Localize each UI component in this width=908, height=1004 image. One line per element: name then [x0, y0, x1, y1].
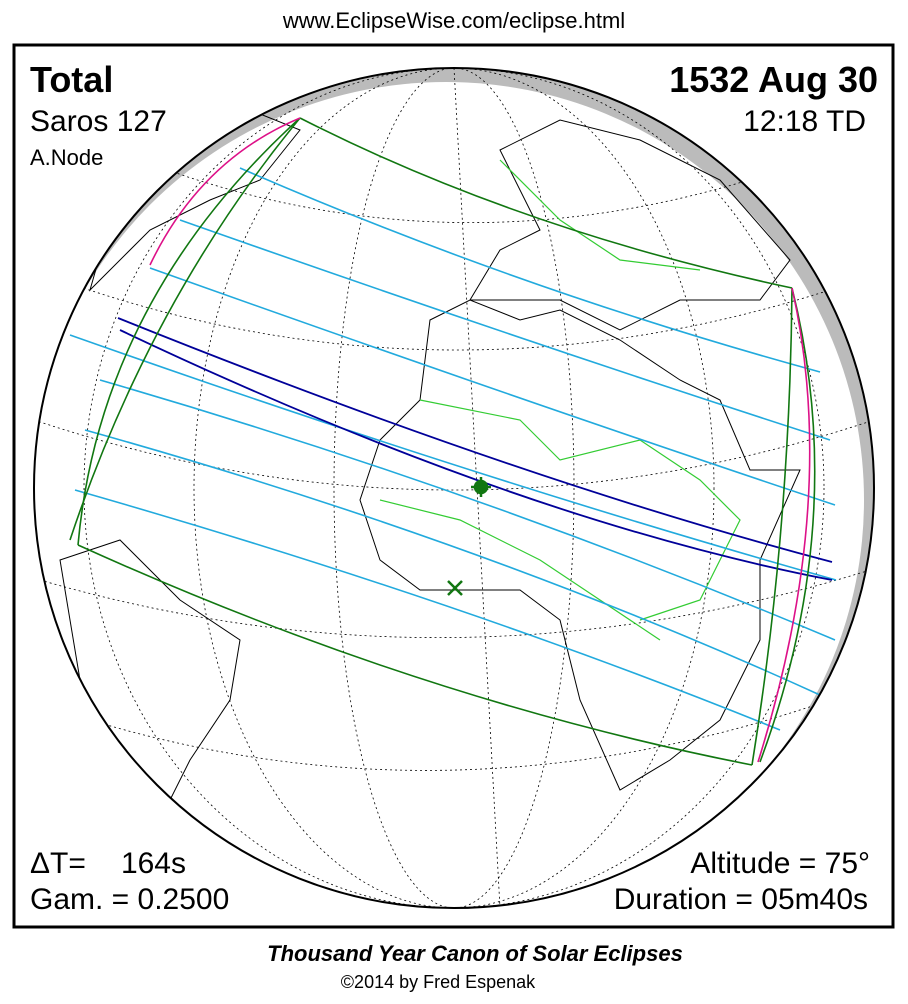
- time: 12:18 TD: [743, 105, 866, 138]
- globe: [34, 68, 874, 908]
- eclipse-limits: [69, 117, 816, 766]
- delta-t-label: ΔT=: [30, 847, 86, 880]
- greatest-duration: [447, 580, 463, 596]
- rise-set-curves: [149, 117, 811, 763]
- globe-edge: [33, 67, 875, 909]
- coastlines: [59, 109, 801, 821]
- footer-title: Thousand Year Canon of Solar Eclipses: [267, 941, 683, 966]
- delta-t-value: 164s: [121, 847, 186, 880]
- date: 1532 Aug 30: [669, 59, 878, 100]
- node: A.Node: [30, 145, 103, 170]
- gamma: Gam. = 0.2500: [30, 883, 229, 916]
- graticule: [34, 68, 874, 908]
- saros: Saros 127: [30, 105, 167, 138]
- url: www.EclipseWise.com/eclipse.html: [282, 8, 625, 33]
- eclipse-type: Total: [30, 59, 113, 100]
- altitude: Altitude = 75°: [690, 847, 870, 880]
- penumbral-lines: [69, 167, 837, 731]
- duration: Duration = 05m40s: [614, 883, 868, 916]
- greatest-eclipse: [471, 477, 491, 497]
- footer-credit: ©2014 by Fred Espenak: [341, 972, 536, 992]
- central-path: [117, 317, 833, 581]
